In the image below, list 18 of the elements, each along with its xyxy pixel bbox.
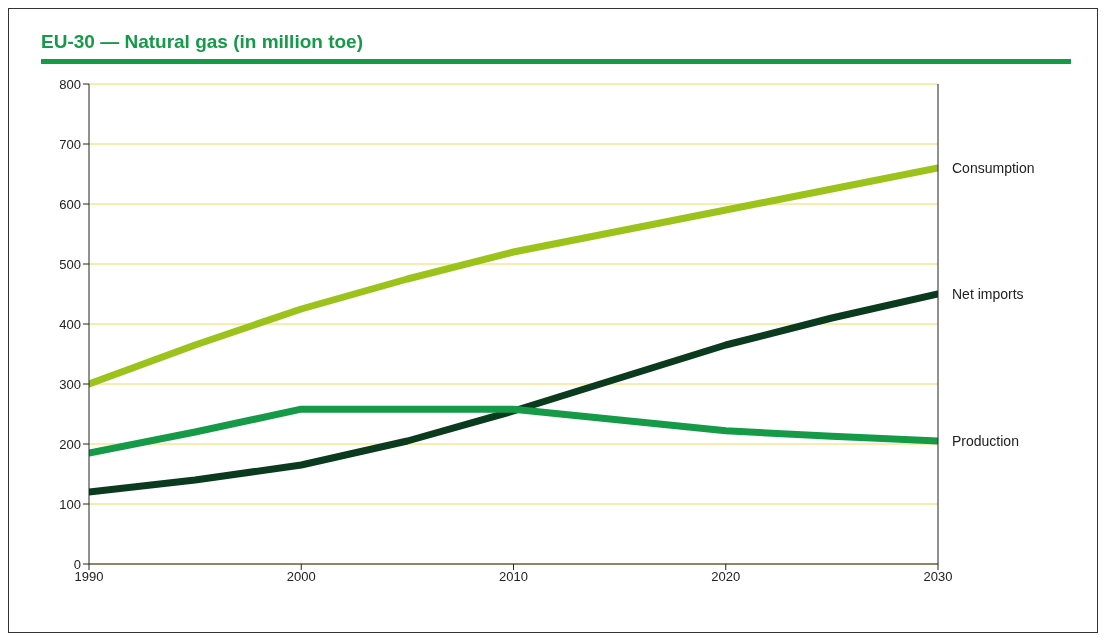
y-tick-label: 0 bbox=[73, 556, 81, 572]
x-tick-label: 2020 bbox=[711, 569, 741, 585]
y-tick-label: 600 bbox=[59, 196, 81, 212]
y-tick-label: 400 bbox=[59, 316, 81, 332]
y-tick-label: 500 bbox=[59, 256, 81, 272]
series-label: Production bbox=[952, 433, 1019, 449]
y-tick-label: 300 bbox=[59, 376, 81, 392]
x-tick-label: 2010 bbox=[499, 569, 528, 585]
series-label: Consumption bbox=[952, 160, 1035, 176]
x-tick-label: 1990 bbox=[74, 569, 104, 585]
y-tick-label: 700 bbox=[59, 136, 81, 152]
y-tick-label: 200 bbox=[59, 436, 81, 452]
series-label: Net imports bbox=[952, 286, 1024, 302]
x-tick-label: 2030 bbox=[923, 569, 953, 585]
x-tick-label: 2000 bbox=[286, 569, 316, 585]
y-tick-label: 800 bbox=[59, 76, 81, 92]
y-tick-label: 100 bbox=[59, 496, 81, 512]
chart-title: EU-30 — Natural gas (in million toe) bbox=[41, 31, 1071, 64]
